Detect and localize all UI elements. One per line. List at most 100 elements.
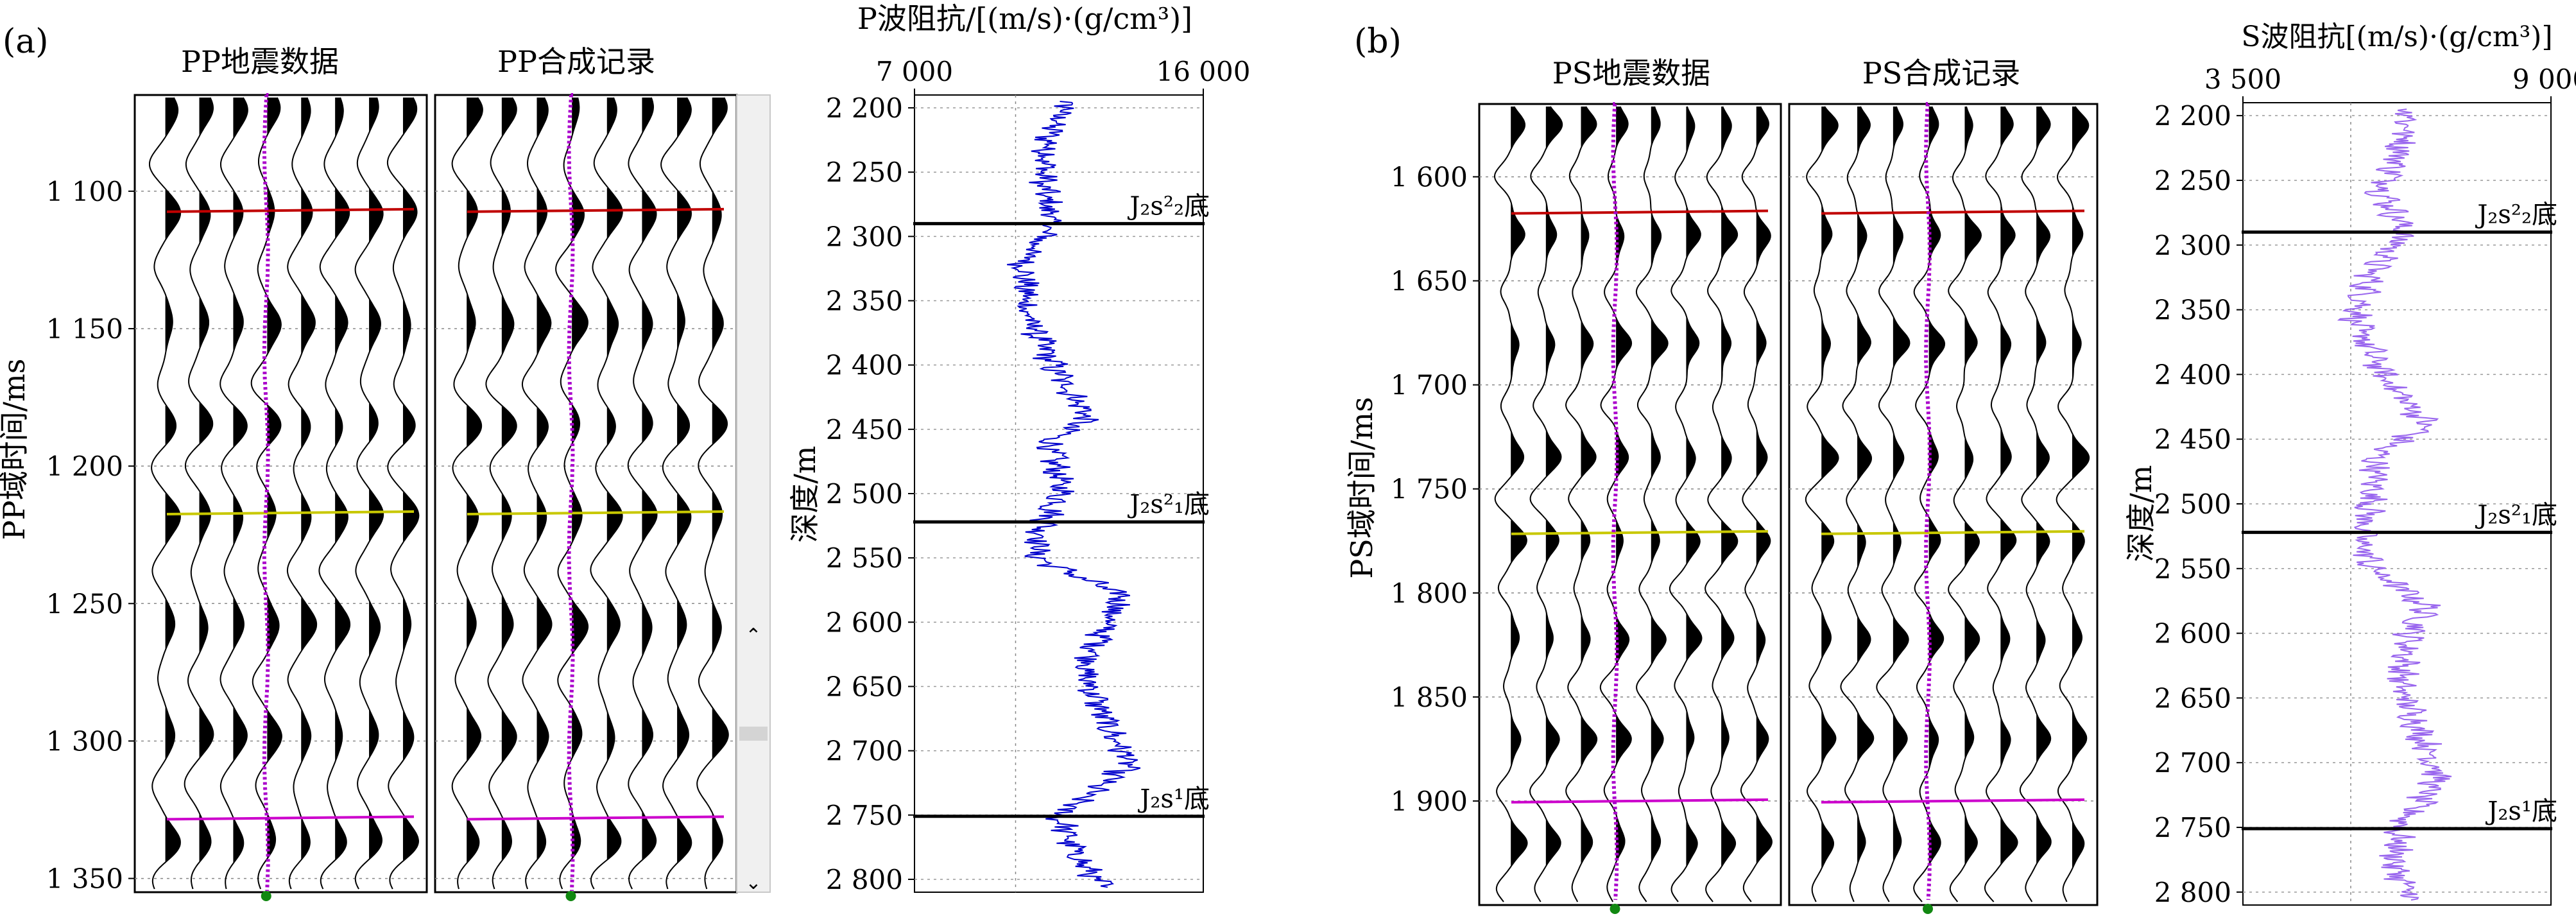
- impedance-ytick-label: 2 700: [826, 736, 903, 767]
- wiggle-trace: [1704, 106, 1739, 902]
- well-bottom-dot: [1923, 904, 1933, 914]
- wiggle-trace: [250, 97, 282, 890]
- wiggle-trace: [590, 97, 623, 890]
- scrollbar-thumb[interactable]: [739, 727, 768, 741]
- panel-b-impedance-ylabel: 深度/m: [2124, 465, 2158, 562]
- panel-a-synthetic-plot: [434, 93, 738, 901]
- wiggle-trace: [627, 97, 658, 890]
- panel-a-impedance-plot: 2 200 2 250 2 300 2 350 2 400 2 450 2 500 2 550…: [826, 92, 1210, 895]
- horizon-line: [467, 510, 725, 515]
- wiggle-trace: [386, 97, 420, 890]
- time-tick-label: 1 100: [46, 176, 123, 207]
- well-path: [567, 93, 575, 892]
- time-tick-label: 1 800: [1391, 578, 1468, 609]
- panel-a-letter: (a): [3, 22, 49, 61]
- time-tick-label: 1 700: [1391, 370, 1468, 401]
- panel-a-seismic-title: PP地震数据: [181, 44, 339, 79]
- scrollbar-track[interactable]: [736, 94, 771, 893]
- wiggle-trace: [184, 97, 214, 890]
- wiggle-trace: [1669, 106, 1703, 902]
- panel-a-impedance-xticks: 7 000 16 000: [876, 56, 1251, 95]
- horizon-line: [166, 510, 415, 515]
- scroll-up-arrow-icon[interactable]: ⌃: [745, 625, 761, 647]
- impedance-ytick-label: 2 250: [2154, 165, 2231, 196]
- impedance-ytick-label: 2 200: [826, 92, 903, 124]
- scroll-down-arrow-icon[interactable]: ⌄: [745, 872, 761, 894]
- impedance-xtick-label: 7 000: [876, 56, 953, 87]
- horizon-line: [467, 815, 725, 821]
- time-tick-label: 1 200: [46, 451, 123, 482]
- wiggle-fill: [233, 98, 248, 864]
- impedance-xtick-label: 16 000: [1156, 56, 1251, 87]
- wiggle-trace: [1948, 106, 1982, 902]
- impedance-ytick-label: 2 600: [2154, 618, 2231, 650]
- horizon-line: [166, 815, 415, 821]
- wiggle-trace: [1565, 106, 1598, 902]
- wiggle-trace: [696, 97, 729, 890]
- impedance-ytick-label: 2 300: [826, 221, 903, 252]
- wiggle-fill: [712, 98, 728, 862]
- wiggle-trace: [149, 97, 182, 890]
- impedance-ytick-label: 2 250: [826, 157, 903, 188]
- wiggle-fill: [335, 98, 350, 862]
- wiggle-fill: [2072, 107, 2090, 869]
- panel-a-seismic-frame: [133, 94, 428, 893]
- well-path: [1611, 102, 1619, 901]
- panel-a-synthetic-title: PP合成记录: [497, 44, 655, 79]
- panel-b-letter: (b): [1354, 22, 1402, 61]
- wiggle-trace: [555, 97, 589, 890]
- wiggle-fill: [1545, 107, 1563, 867]
- impedance-ytick-label: 2 650: [2154, 682, 2231, 714]
- impedance-ytick-label: 2 350: [2154, 295, 2231, 326]
- impedance-ytick-label: 2 750: [826, 800, 903, 831]
- wiggle-trace: [354, 97, 384, 890]
- panel-a-seismic-plot: [133, 93, 428, 901]
- wiggle-trace: [286, 97, 318, 890]
- impedance-ytick-label: 2 500: [826, 478, 903, 510]
- panel-b-impedance-title: S波阻抗[(m/s)·(g/cm³)]: [2241, 21, 2552, 53]
- panel-b-seismic-frame: [1478, 103, 1782, 906]
- wiggle-trace: [1493, 106, 1528, 902]
- wiggle-fill: [1511, 107, 1527, 867]
- impedance-xtick-label: 3 500: [2204, 64, 2281, 95]
- impedance-ytick-label: 2 550: [826, 542, 903, 574]
- impedance-ytick-label: 2 600: [826, 607, 903, 638]
- time-tick-label: 1 350: [46, 863, 123, 895]
- wiggle-trace: [318, 97, 351, 890]
- wiggle-fill: [1821, 107, 1839, 869]
- well-path: [262, 93, 270, 892]
- scrollbar[interactable]: ⌃ ⌄: [736, 94, 771, 894]
- time-tick-label: 1 750: [1391, 474, 1468, 505]
- horizon-line: [1511, 209, 1769, 215]
- horizon-line: [1821, 798, 2085, 804]
- horizon-line: [166, 207, 415, 213]
- impedance-ytick-label: 2 800: [826, 864, 903, 895]
- formation-label: J₂s²₁底: [2475, 500, 2557, 530]
- wiggle-trace: [2019, 106, 2052, 902]
- panel-b-synthetic-title: PS合成记录: [1862, 56, 2020, 91]
- panel-b-seismic-title: PS地震数据: [1552, 56, 1710, 91]
- impedance-ytick-label: 2 300: [2154, 230, 2231, 261]
- panel-b-synthetic-frame: [1788, 103, 2099, 906]
- horizon-line: [1821, 530, 2085, 535]
- wiggle-trace: [485, 97, 517, 890]
- well-bottom-dot: [1610, 904, 1620, 914]
- impedance-ytick-label: 2 400: [2154, 359, 2231, 390]
- well-bottom-dot: [261, 891, 271, 901]
- horizon-line: [1821, 209, 2085, 215]
- horizon-line: [1511, 798, 1769, 804]
- well-bottom-dot: [565, 891, 576, 901]
- wiggle-trace: [1913, 106, 1946, 902]
- panel-b-synthetic-plot: [1788, 102, 2099, 914]
- impedance-ytick-label: 2 200: [2154, 100, 2231, 132]
- wiggle-trace: [1635, 106, 1669, 902]
- impedance-ytick-label: 2 400: [826, 350, 903, 381]
- impedance-ytick-label: 2 450: [826, 414, 903, 445]
- wiggle-fill: [1964, 107, 1981, 865]
- impedance-xtick-label: 9 000: [2512, 64, 2576, 95]
- panel-b-time-ticks: 1 600 1 650 1 700 1 750 1 800 1 850 1 900: [1391, 161, 1479, 817]
- impedance-curve: [1007, 101, 1141, 888]
- panel-a-impedance-title: P波阻抗/[(m/s)·(g/cm³)]: [857, 1, 1192, 36]
